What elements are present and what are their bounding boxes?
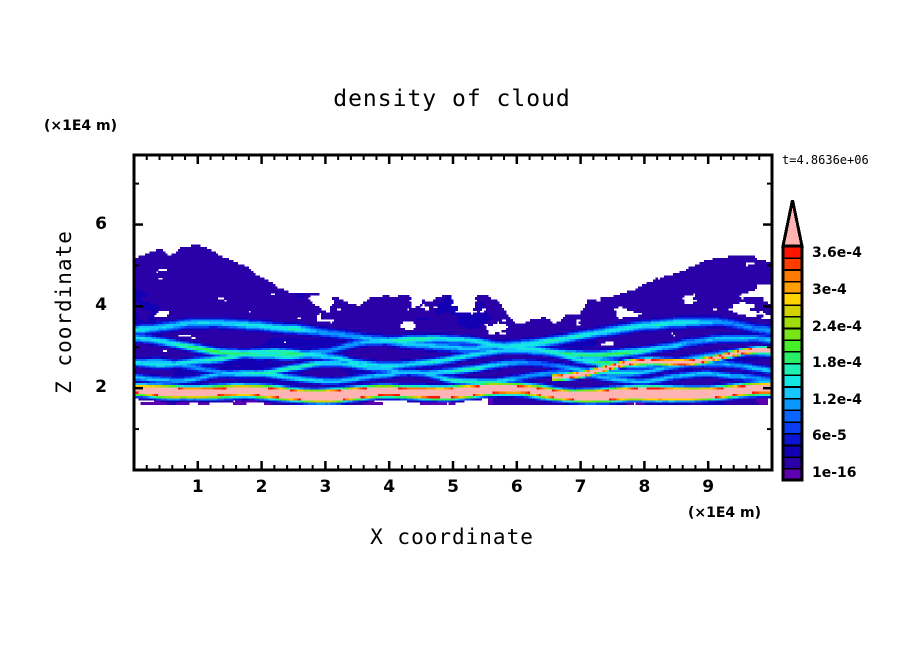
colorbar-band (782, 420, 803, 435)
x-tick-label: 2 (255, 477, 268, 497)
y-axis-title: Z coordinate (52, 230, 76, 394)
colorbar-band (782, 455, 803, 470)
colorbar-band (782, 280, 803, 295)
colorbar-band (782, 338, 803, 353)
y-tick-label: 2 (95, 377, 107, 398)
x-tick-label: 6 (510, 477, 523, 497)
timestamp-annotation: t=4.8636e+06 (782, 153, 869, 167)
x-tick-labels: 1 2 3 4 5 6 7 8 9 (134, 477, 772, 501)
colorbar-band (782, 432, 803, 447)
colorbar-swatches (781, 200, 804, 482)
colorbar-tick-label: 6e-5 (812, 428, 847, 445)
y-tick-label: 4 (95, 295, 107, 316)
plot-frame (132, 153, 774, 472)
colorbar-tick-label: 3e-4 (812, 281, 847, 298)
colorbar-tick-label: 1.2e-4 (812, 391, 862, 408)
x-tick-label: 9 (702, 477, 715, 497)
colorbar-band (782, 385, 803, 400)
colorbar: 1e-16 6e-5 1.2e-4 1.8e-4 2.4e-4 3e-4 3.6e-4 (770, 200, 904, 490)
colorbar-band (782, 362, 803, 377)
colorbar-tick-label: 3.6e-4 (812, 245, 862, 262)
x-tick-label: 7 (574, 477, 587, 497)
page-title: density of cloud (333, 86, 571, 112)
y-tick-label: 6 (95, 213, 107, 234)
x-tick-label: 3 (319, 477, 332, 497)
colorbar-band (782, 409, 803, 423)
colorbar-band (782, 350, 803, 365)
plot-area (134, 155, 772, 470)
colorbar-band (782, 268, 803, 283)
colorbar-band (782, 292, 803, 306)
colorbar-tick-label: 1e-16 (812, 465, 857, 482)
colorbar-tick-label: 2.4e-4 (812, 318, 862, 335)
colorbar-tick-label: 1.8e-4 (812, 355, 862, 372)
colorbar-band (782, 256, 803, 271)
colorbar-band (782, 444, 803, 458)
x-tick-label: 8 (638, 477, 651, 497)
y-tick-labels: 2 4 6 (84, 155, 128, 470)
x-axis-unit-label: (×1E4 m) (688, 505, 762, 521)
colorbar-overflow-cap (781, 200, 804, 248)
density-field (134, 244, 772, 405)
colorbar-band (782, 327, 803, 342)
colorbar-band (782, 373, 803, 388)
colorbar-band (782, 303, 803, 318)
colorbar-band (782, 397, 803, 412)
x-axis-title: X coordinate (370, 525, 534, 549)
x-tick-label: 5 (447, 477, 459, 497)
colorbar-band (782, 315, 803, 330)
y-axis-unit-label: (×1E4 m) (44, 118, 118, 134)
colorbar-band (782, 245, 803, 260)
x-tick-label: 4 (383, 477, 396, 497)
x-tick-label: 1 (191, 477, 204, 497)
